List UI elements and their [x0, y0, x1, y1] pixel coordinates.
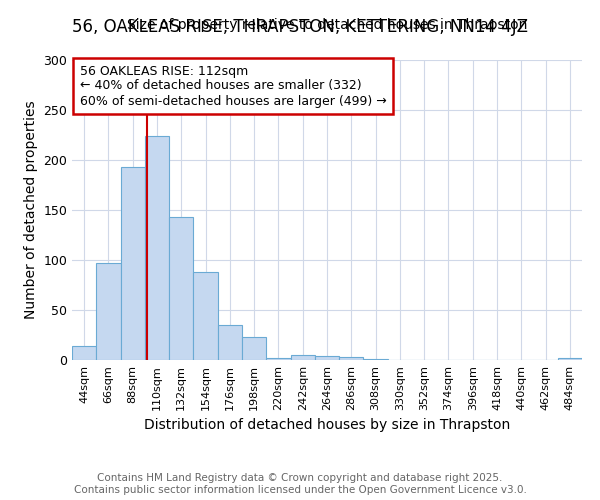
Bar	[339, 357, 364, 360]
Bar	[218, 325, 242, 360]
Bar	[364, 359, 388, 360]
Bar	[169, 217, 193, 360]
Title: Size of property relative to detached houses in Thrapston: Size of property relative to detached ho…	[127, 18, 527, 32]
Bar	[558, 358, 582, 360]
Bar	[290, 355, 315, 360]
Bar	[121, 167, 145, 360]
Bar	[266, 358, 290, 360]
Bar	[193, 272, 218, 360]
Bar	[315, 356, 339, 360]
Text: 56 OAKLEAS RISE: 112sqm
← 40% of detached houses are smaller (332)
60% of semi-d: 56 OAKLEAS RISE: 112sqm ← 40% of detache…	[80, 64, 386, 108]
Bar	[96, 263, 121, 360]
X-axis label: Distribution of detached houses by size in Thrapston: Distribution of detached houses by size …	[144, 418, 510, 432]
Bar	[72, 346, 96, 360]
Text: Contains HM Land Registry data © Crown copyright and database right 2025.
Contai: Contains HM Land Registry data © Crown c…	[74, 474, 526, 495]
Text: 56, OAKLEAS RISE, THRAPSTON, KETTERING, NN14 4JZ: 56, OAKLEAS RISE, THRAPSTON, KETTERING, …	[72, 18, 528, 36]
Y-axis label: Number of detached properties: Number of detached properties	[24, 100, 38, 320]
Bar	[145, 136, 169, 360]
Bar	[242, 337, 266, 360]
